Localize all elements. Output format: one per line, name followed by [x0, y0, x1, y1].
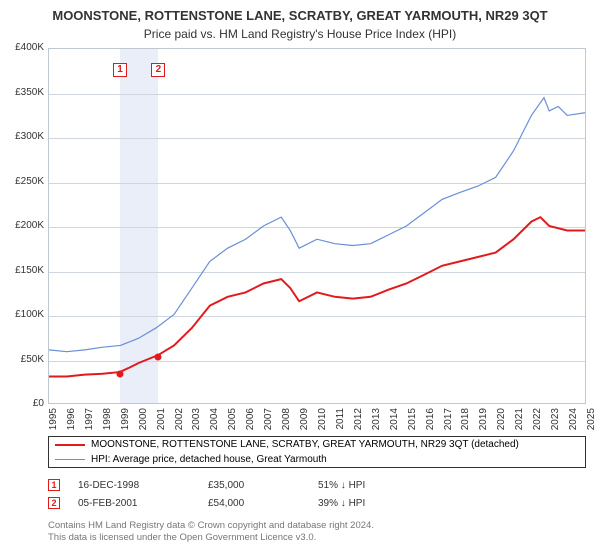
y-tick-label: £100K [0, 309, 44, 320]
sale-dot-2 [155, 353, 162, 360]
legend-label: MOONSTONE, ROTTENSTONE LANE, SCRATBY, GR… [91, 439, 519, 450]
plot-area: 12 [48, 48, 586, 404]
sale-row: 1 16-DEC-1998£35,00051% ↓ HPI [48, 476, 418, 494]
sale-row-marker: 1 [48, 479, 60, 491]
line-series-svg [49, 49, 585, 403]
x-tick-label: 2025 [586, 408, 597, 448]
y-tick-label: £250K [0, 176, 44, 187]
sale-diff: 51% ↓ HPI [318, 480, 418, 491]
series-red [49, 217, 585, 376]
chart-subtitle: Price paid vs. HM Land Registry's House … [0, 27, 600, 41]
y-tick-label: £200K [0, 220, 44, 231]
legend-row: HPI: Average price, detached house, Grea… [49, 452, 585, 467]
legend-swatch [55, 444, 85, 446]
y-tick-label: £300K [0, 131, 44, 142]
sale-marker-2: 2 [151, 63, 165, 77]
sale-marker-1: 1 [113, 63, 127, 77]
y-tick-label: £150K [0, 265, 44, 276]
legend-row: MOONSTONE, ROTTENSTONE LANE, SCRATBY, GR… [49, 437, 585, 452]
legend-swatch [55, 459, 85, 460]
legend-label: HPI: Average price, detached house, Grea… [91, 454, 327, 465]
legend-box: MOONSTONE, ROTTENSTONE LANE, SCRATBY, GR… [48, 436, 586, 468]
sale-row-marker: 2 [48, 497, 60, 509]
sale-date: 05-FEB-2001 [78, 498, 208, 509]
sale-price: £54,000 [208, 498, 318, 509]
footer-text: Contains HM Land Registry data © Crown c… [48, 520, 374, 545]
y-tick-label: £350K [0, 87, 44, 98]
sale-dot-1 [117, 370, 124, 377]
sale-diff: 39% ↓ HPI [318, 498, 418, 509]
y-tick-label: £50K [0, 354, 44, 365]
sale-price: £35,000 [208, 480, 318, 491]
footer-line-2: This data is licensed under the Open Gov… [48, 532, 316, 543]
footer-line-1: Contains HM Land Registry data © Crown c… [48, 520, 374, 531]
sale-row: 2 05-FEB-2001£54,00039% ↓ HPI [48, 494, 418, 512]
series-blue [49, 98, 585, 352]
sale-date: 16-DEC-1998 [78, 480, 208, 491]
y-tick-label: £400K [0, 42, 44, 53]
y-tick-label: £0 [0, 398, 44, 409]
sale-markers-table: 1 16-DEC-1998£35,00051% ↓ HPI 2 05-FEB-2001… [48, 476, 418, 512]
figure: MOONSTONE, ROTTENSTONE LANE, SCRATBY, GR… [0, 0, 600, 560]
chart-title: MOONSTONE, ROTTENSTONE LANE, SCRATBY, GR… [0, 0, 600, 23]
